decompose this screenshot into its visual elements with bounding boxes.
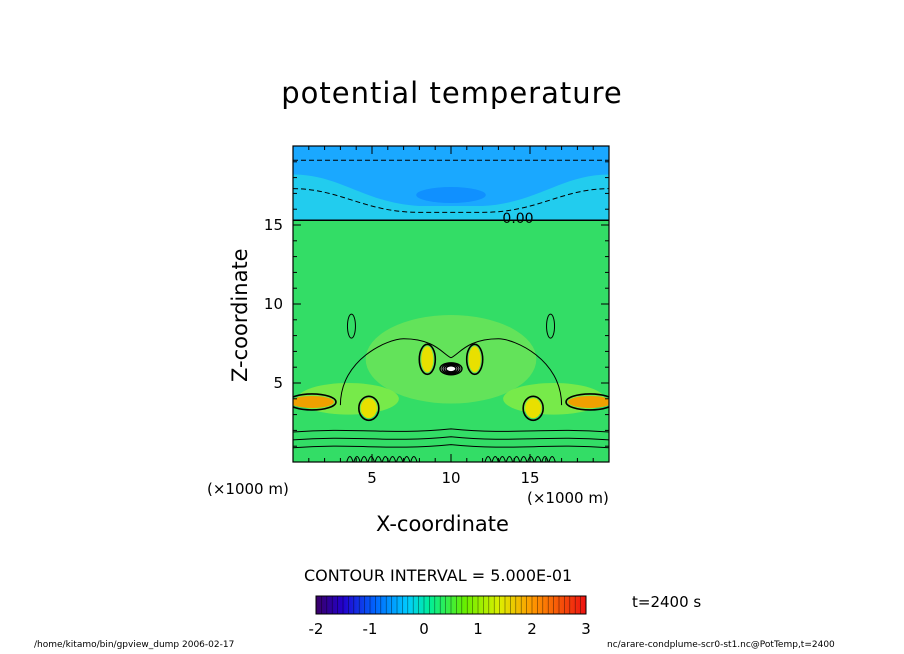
warm-core-contour bbox=[465, 343, 484, 376]
warm-core-contour bbox=[565, 393, 609, 411]
warm-core-contour bbox=[522, 395, 544, 422]
warm-core bbox=[421, 346, 434, 373]
surface-eddy-contour bbox=[520, 455, 528, 462]
surface-eddy-contour bbox=[410, 455, 418, 462]
y-axis-label: Z-coordinate bbox=[228, 248, 252, 382]
colorbar-tick-label: -1 bbox=[363, 620, 378, 638]
warm-core bbox=[293, 395, 334, 408]
x-unit-right: (×1000 m) bbox=[527, 489, 609, 507]
center-contour bbox=[445, 365, 457, 373]
chart-title: potential temperature bbox=[281, 76, 623, 110]
surface-eddy-contour bbox=[498, 455, 506, 462]
x-tick-label: 10 bbox=[441, 469, 460, 487]
x-axis-label: X-coordinate bbox=[376, 512, 509, 536]
surface-eddy-contour bbox=[491, 455, 499, 462]
surface-eddy-contour bbox=[505, 455, 514, 462]
surface-eddy-contour bbox=[534, 455, 542, 462]
surface-eddy-contour bbox=[403, 455, 411, 462]
x-tick-label: 15 bbox=[520, 469, 539, 487]
surface-contour bbox=[293, 436, 609, 441]
colorbar-tick-label: 1 bbox=[473, 620, 483, 638]
warm-core bbox=[468, 346, 481, 373]
footer-right: nc/arare-condplume-scr0-st1.nc@PotTemp,t… bbox=[607, 640, 835, 650]
warm-core-contour bbox=[293, 393, 337, 411]
field-layer bbox=[293, 146, 609, 462]
y-tick-label: 15 bbox=[264, 216, 283, 234]
colorbar-labels: -2 -1 0 1 2 3 bbox=[309, 620, 591, 638]
y-tick-label: 10 bbox=[264, 295, 283, 313]
y-tick-label: 5 bbox=[273, 374, 283, 392]
colorbar-stripes bbox=[321, 596, 581, 614]
tick-labels: 5 10 15 5 10 15 bbox=[264, 216, 540, 487]
surface-contour bbox=[293, 444, 609, 449]
surface-contour bbox=[293, 428, 609, 433]
warm-core bbox=[568, 395, 609, 408]
colorbar-tick-label: 2 bbox=[527, 620, 537, 638]
thin-contour bbox=[546, 313, 556, 339]
surface-eddy-contour bbox=[541, 455, 549, 462]
plume-region bbox=[365, 315, 537, 404]
surface-eddy-contour bbox=[388, 455, 397, 462]
center-contour bbox=[439, 362, 463, 376]
surface-eddy-contour bbox=[548, 455, 556, 462]
contour-interval-label: CONTOUR INTERVAL = 5.000E-01 bbox=[304, 566, 573, 585]
colorbar-tick-label: 3 bbox=[581, 620, 591, 638]
warm-core bbox=[360, 398, 377, 419]
x-tick-label: 5 bbox=[367, 469, 377, 487]
time-label: t=2400 s bbox=[632, 593, 702, 611]
surface-eddy-contour bbox=[346, 455, 354, 462]
surface-eddy-contour bbox=[374, 455, 382, 462]
surface-eddy-contour bbox=[360, 455, 368, 462]
axis-ticks bbox=[293, 146, 609, 462]
negative-contour bbox=[293, 188, 609, 213]
thin-contour bbox=[346, 313, 356, 339]
contour-layer bbox=[293, 159, 609, 462]
surface-eddy-contour bbox=[527, 455, 535, 462]
center-contour bbox=[441, 363, 461, 375]
warm-core-contour bbox=[358, 395, 380, 422]
zero-contour-label: 0.00 bbox=[502, 211, 533, 227]
surface-eddy-contour bbox=[484, 455, 492, 462]
surface-eddy-contour bbox=[367, 455, 375, 462]
warm-core-contour bbox=[418, 343, 437, 376]
colorbar-tick-label: 0 bbox=[419, 620, 429, 638]
plume-contour bbox=[339, 338, 563, 406]
surface-eddy-contour bbox=[353, 455, 361, 462]
colorbar-tick-label: -2 bbox=[309, 620, 324, 638]
footer-left: /home/kitamo/bin/gpview_dump 2006-02-17 bbox=[34, 640, 235, 650]
warm-core bbox=[525, 398, 542, 419]
cold-core bbox=[416, 186, 486, 203]
surface-eddy-contour bbox=[396, 455, 404, 462]
center-contour bbox=[443, 364, 459, 374]
x-unit-left: (×1000 m) bbox=[207, 480, 289, 498]
colder-layer bbox=[293, 146, 609, 207]
